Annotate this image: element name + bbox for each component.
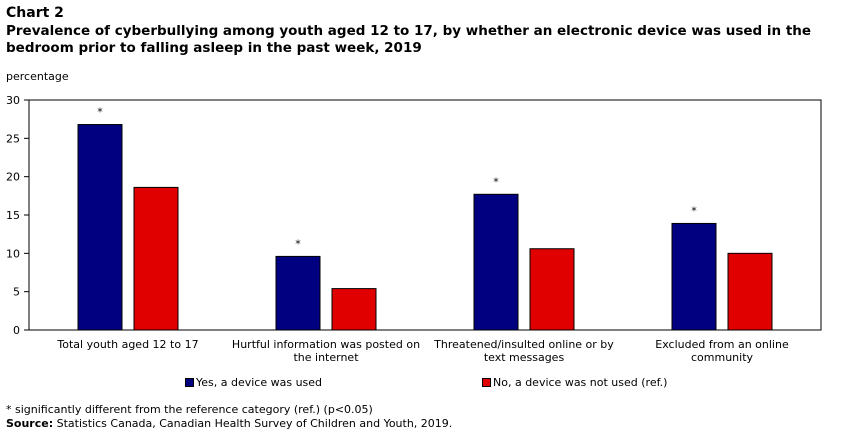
chart-title: Prevalence of cyberbullying among youth … xyxy=(6,23,812,56)
legend-swatch-no xyxy=(482,378,491,387)
bar-yes xyxy=(473,193,519,331)
x-tick-label: Threatened/insulted online or by xyxy=(433,338,614,351)
bar-yes xyxy=(275,255,321,331)
x-tick-label: the internet xyxy=(293,351,359,364)
bar-yes xyxy=(671,222,717,331)
x-tick-label: Hurtful information was posted on xyxy=(232,338,420,351)
x-tick-label: Total youth aged 12 to 17 xyxy=(56,338,198,351)
y-tick-label: 5 xyxy=(13,286,20,299)
legend-label-yes: Yes, a device was used xyxy=(196,376,323,389)
x-tick-label: Excluded from an online xyxy=(655,338,789,351)
y-tick-label: 30 xyxy=(6,94,20,107)
y-tick-label: 15 xyxy=(6,209,20,222)
source-label: Source: xyxy=(6,417,54,430)
bar-no xyxy=(133,186,179,331)
y-tick-label: 25 xyxy=(6,132,20,145)
footnote: * significantly different from the refer… xyxy=(6,403,373,416)
y-tick-label: 10 xyxy=(6,247,20,260)
legend-swatch-yes xyxy=(185,378,194,387)
source-text: Statistics Canada, Canadian Health Surve… xyxy=(53,417,453,430)
legend-item-no: No, a device was not used (ref.) xyxy=(482,376,667,389)
y-axis-label: percentage xyxy=(6,70,69,83)
source-note: Source: Statistics Canada, Canadian Heal… xyxy=(6,417,452,430)
bar-no xyxy=(529,248,575,331)
x-tick-label: community xyxy=(691,351,754,364)
bar-yes xyxy=(77,124,123,331)
bar-no xyxy=(727,252,773,331)
legend-label-no: No, a device was not used (ref.) xyxy=(493,376,668,389)
legend-item-yes: Yes, a device was used xyxy=(185,376,322,389)
x-tick-label: text messages xyxy=(484,351,565,364)
significance-marker: * xyxy=(493,175,499,188)
significance-marker: * xyxy=(691,204,697,217)
significance-marker: * xyxy=(295,237,301,250)
bar-no xyxy=(331,288,377,331)
significance-marker: * xyxy=(97,106,103,119)
y-tick-label: 0 xyxy=(13,324,20,337)
chart-number: Chart 2 xyxy=(6,5,64,21)
y-tick-label: 20 xyxy=(6,171,20,184)
